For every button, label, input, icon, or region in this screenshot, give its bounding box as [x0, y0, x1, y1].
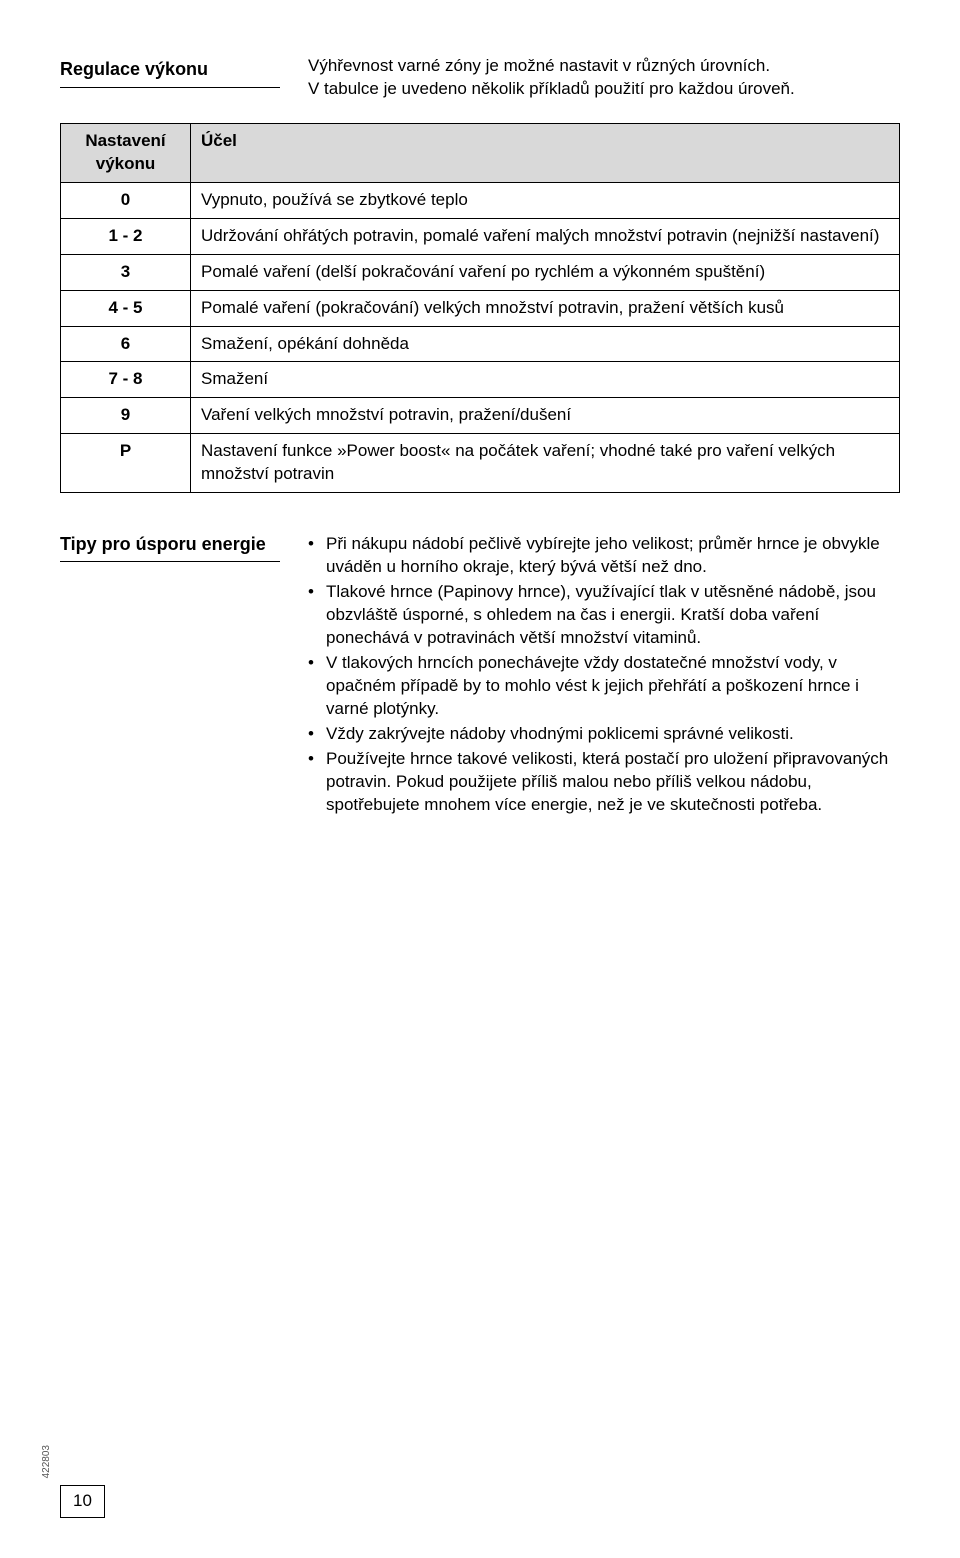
- power-intro-line2: V tabulce je uvedeno několik příkladů po…: [308, 78, 900, 101]
- desc-cell: Pomalé vaření (delší pokračování vaření …: [191, 254, 900, 290]
- desc-cell: Smažení, opékání dohněda: [191, 326, 900, 362]
- desc-cell: Vaření velkých množství potravin, pražen…: [191, 398, 900, 434]
- tips-section: Tipy pro úsporu energie Při nákupu nádob…: [60, 533, 900, 818]
- tips-list-item: Tlakové hrnce (Papinovy hrnce), využívaj…: [308, 581, 900, 650]
- table-row: 7 - 8Smažení: [61, 362, 900, 398]
- level-cell: 1 - 2: [61, 218, 191, 254]
- power-intro-line1: Výhřevnost varné zóny je možné nastavit …: [308, 55, 900, 78]
- table-header-row: Nastavení výkonuÚčel: [61, 123, 900, 182]
- table-header-level: Nastavení výkonu: [61, 123, 191, 182]
- table-row: PNastavení funkce »Power boost« na počát…: [61, 434, 900, 493]
- tips-list-item: Používejte hrnce takové velikosti, která…: [308, 748, 900, 817]
- title-underline: [60, 561, 280, 562]
- desc-cell: Vypnuto, používá se zbytkové teplo: [191, 182, 900, 218]
- power-section-title: Regulace výkonu: [60, 57, 280, 81]
- level-cell: 6: [61, 326, 191, 362]
- desc-cell: Pomalé vaření (pokračování) velkých množ…: [191, 290, 900, 326]
- tips-list-item: Při nákupu nádobí pečlivě vybírejte jeho…: [308, 533, 900, 579]
- tips-list-item: Vždy zakrývejte nádoby vhodnými poklicem…: [308, 723, 900, 746]
- level-cell: 0: [61, 182, 191, 218]
- tips-list: Při nákupu nádobí pečlivě vybírejte jeho…: [308, 533, 900, 816]
- table-row: 9Vaření velkých množství potravin, praže…: [61, 398, 900, 434]
- power-section: Regulace výkonu Výhřevnost varné zóny je…: [60, 55, 900, 101]
- table-row: 4 - 5Pomalé vaření (pokračování) velkých…: [61, 290, 900, 326]
- tips-body: Při nákupu nádobí pečlivě vybírejte jeho…: [280, 533, 900, 818]
- desc-cell: Smažení: [191, 362, 900, 398]
- table-row: 1 - 2Udržování ohřátých potravin, pomalé…: [61, 218, 900, 254]
- table-row: 6Smažení, opékání dohněda: [61, 326, 900, 362]
- tips-section-title: Tipy pro úsporu energie: [60, 533, 280, 556]
- power-settings-table: Nastavení výkonuÚčel0Vypnuto, používá se…: [60, 123, 900, 493]
- tips-list-item: V tlakových hrncích ponechávejte vždy do…: [308, 652, 900, 721]
- document-code: 422803: [40, 1445, 54, 1478]
- desc-cell: Udržování ohřátých potravin, pomalé vaře…: [191, 218, 900, 254]
- table-row: 3Pomalé vaření (delší pokračování vaření…: [61, 254, 900, 290]
- level-cell: 4 - 5: [61, 290, 191, 326]
- table-row: 0Vypnuto, používá se zbytkové teplo: [61, 182, 900, 218]
- table-header-purpose: Účel: [191, 123, 900, 182]
- level-cell: 3: [61, 254, 191, 290]
- page-number: 10: [60, 1485, 105, 1518]
- power-section-body: Výhřevnost varné zóny je možné nastavit …: [280, 55, 900, 101]
- title-underline: [60, 87, 280, 88]
- level-cell: 7 - 8: [61, 362, 191, 398]
- tips-title-col: Tipy pro úsporu energie: [60, 533, 280, 818]
- power-title-col: Regulace výkonu: [60, 55, 280, 101]
- level-cell: P: [61, 434, 191, 493]
- level-cell: 9: [61, 398, 191, 434]
- desc-cell: Nastavení funkce »Power boost« na počáte…: [191, 434, 900, 493]
